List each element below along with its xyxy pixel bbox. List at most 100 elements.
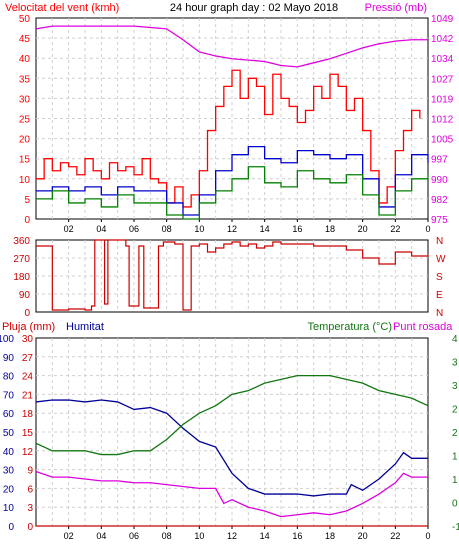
wind-y-tick-label: 50 <box>19 14 31 25</box>
wind-y-tick-label: 40 <box>19 54 31 65</box>
humidity-y-tick-label: 30 <box>3 466 15 477</box>
direction-y-tick-label: 270 <box>13 254 30 265</box>
wind-average-line <box>36 145 429 216</box>
humidity-y-tick-label: 0 <box>8 522 14 533</box>
temperature-line <box>35 374 429 456</box>
wind-pressure-panel: 0510152025303540455097598299099710051012… <box>19 14 454 234</box>
pressure-y-tick-label: 990 <box>431 175 448 186</box>
humidity-x-tick-label: 14 <box>260 531 270 541</box>
humidity-x-tick-label: 0 <box>425 531 430 541</box>
rain-y-tick-label: 6 <box>27 484 33 495</box>
temperature-y-tick-label: 2 <box>452 405 458 416</box>
chart-title: 24 hour graph day : 02 Mayo 2018 <box>170 2 338 14</box>
rain-y-tick-label: 3 <box>27 503 33 514</box>
rain-y-tick-label: 12 <box>22 447 34 458</box>
wind-x-tick-label: 12 <box>227 224 237 234</box>
wind-x-tick-label: 06 <box>129 224 139 234</box>
humidity-x-tick-label: 10 <box>194 531 204 541</box>
humidity-line <box>35 399 428 497</box>
rain-y-tick-label: 9 <box>27 466 33 477</box>
humidity-y-tick-label: 100 <box>0 334 14 345</box>
humidity-y-tick-label: 90 <box>3 353 15 364</box>
wind-x-tick-label: 0 <box>425 224 430 234</box>
temperature-y-tick-label: 2 <box>452 428 458 439</box>
pressure-axis-title: Pressió (mb) <box>365 2 427 14</box>
humidity-y-tick-label: 70 <box>3 390 15 401</box>
temperature-y-tick-label: 3 <box>452 381 458 392</box>
temperature-y-tick-label: 4 <box>452 334 458 345</box>
rain-y-tick-label: 15 <box>22 428 34 439</box>
humidity-x-tick-label: 04 <box>96 531 106 541</box>
humidity-x-tick-label: 12 <box>227 531 237 541</box>
direction-y-tick-label: 0 <box>24 308 30 319</box>
dewpoint-axis-title: Punt rosada <box>393 321 453 333</box>
rain-y-tick-label: 21 <box>22 390 34 401</box>
temperature-y-tick-label: 1 <box>452 452 458 463</box>
wind-lull-line <box>36 166 429 220</box>
humidity-x-tick-label: 22 <box>390 531 400 541</box>
humidity-x-tick-label: 08 <box>162 531 172 541</box>
pressure-y-tick-label: 1042 <box>431 34 454 45</box>
wind-axis-title: Velocitat del vent (kmh) <box>5 2 119 14</box>
pressure-y-tick-label: 1049 <box>431 14 454 25</box>
humidity-y-tick-label: 20 <box>3 484 15 495</box>
humidity-y-tick-label: 50 <box>3 428 15 439</box>
humidity-x-tick-label: 16 <box>292 531 302 541</box>
wind-y-tick-label: 25 <box>19 115 31 126</box>
pressure-y-tick-label: 1027 <box>431 74 454 85</box>
temperature-y-tick-label: 1 <box>452 475 458 486</box>
compass-tick-label: S <box>436 272 443 283</box>
wind-y-tick-label: 10 <box>19 175 31 186</box>
direction-y-tick-label: 180 <box>13 272 30 283</box>
wind-speed-line <box>36 69 421 208</box>
wind-y-tick-label: 30 <box>19 94 31 105</box>
dewpoint-line <box>35 470 428 518</box>
rain-y-tick-label: 30 <box>22 334 34 345</box>
wind-x-tick-label: 18 <box>325 224 335 234</box>
wind-x-tick-label: 10 <box>194 224 204 234</box>
wind-x-tick-label: 14 <box>260 224 270 234</box>
compass-tick-label: N <box>436 236 443 247</box>
humidity-x-tick-label: 06 <box>129 531 139 541</box>
pressure-y-tick-label: 1019 <box>431 94 454 105</box>
wind-x-tick-label: 02 <box>64 224 74 234</box>
humidity-y-tick-label: 10 <box>3 503 15 514</box>
wind-y-tick-label: 15 <box>19 155 31 166</box>
compass-tick-label: N <box>436 308 443 319</box>
temperature-axis-title: Temperatura (°C) <box>308 321 392 333</box>
humidity-temperature-panel: 0102030405060708090100036912151821242730… <box>0 334 459 541</box>
pressure-y-tick-label: 1005 <box>431 135 454 146</box>
compass-tick-label: E <box>436 290 443 301</box>
wind-y-tick-label: 20 <box>19 135 31 146</box>
wind-x-tick-label: 04 <box>96 224 106 234</box>
pressure-y-tick-label: 975 <box>431 215 448 226</box>
pressure-y-tick-label: 1012 <box>431 115 454 126</box>
humidity-frame <box>35 337 429 527</box>
pressure-line <box>35 25 428 68</box>
wind-x-tick-label: 16 <box>292 224 302 234</box>
direction-y-tick-label: 90 <box>19 290 31 301</box>
wind-x-tick-label: 08 <box>162 224 172 234</box>
wind-x-tick-label: 22 <box>390 224 400 234</box>
rain-axis-title: Pluja (mm) <box>2 321 55 333</box>
temperature-y-tick-label: -1 <box>452 522 459 533</box>
wind-y-tick-label: 35 <box>19 74 31 85</box>
pressure-y-tick-label: 1034 <box>431 54 454 65</box>
wind-direction-line <box>36 239 429 311</box>
humidity-y-tick-label: 80 <box>3 372 15 383</box>
pressure-y-tick-label: 982 <box>431 195 448 206</box>
wind-y-tick-label: 5 <box>24 195 30 206</box>
wind-x-tick-label: 20 <box>358 224 368 234</box>
rain-y-tick-label: 0 <box>27 522 33 533</box>
rain-y-tick-label: 27 <box>22 353 34 364</box>
wind-y-tick-label: 45 <box>19 34 31 45</box>
humidity-y-tick-label: 60 <box>3 409 15 420</box>
wind-y-tick-label: 0 <box>24 215 30 226</box>
humidity-y-tick-label: 40 <box>3 447 15 458</box>
temperature-y-tick-label: 3 <box>452 358 458 369</box>
pressure-y-tick-label: 997 <box>431 155 448 166</box>
temperature-y-tick-label: 0 <box>452 499 458 510</box>
humidity-axis-title: Humitat <box>66 321 104 333</box>
humidity-x-tick-label: 02 <box>64 531 74 541</box>
